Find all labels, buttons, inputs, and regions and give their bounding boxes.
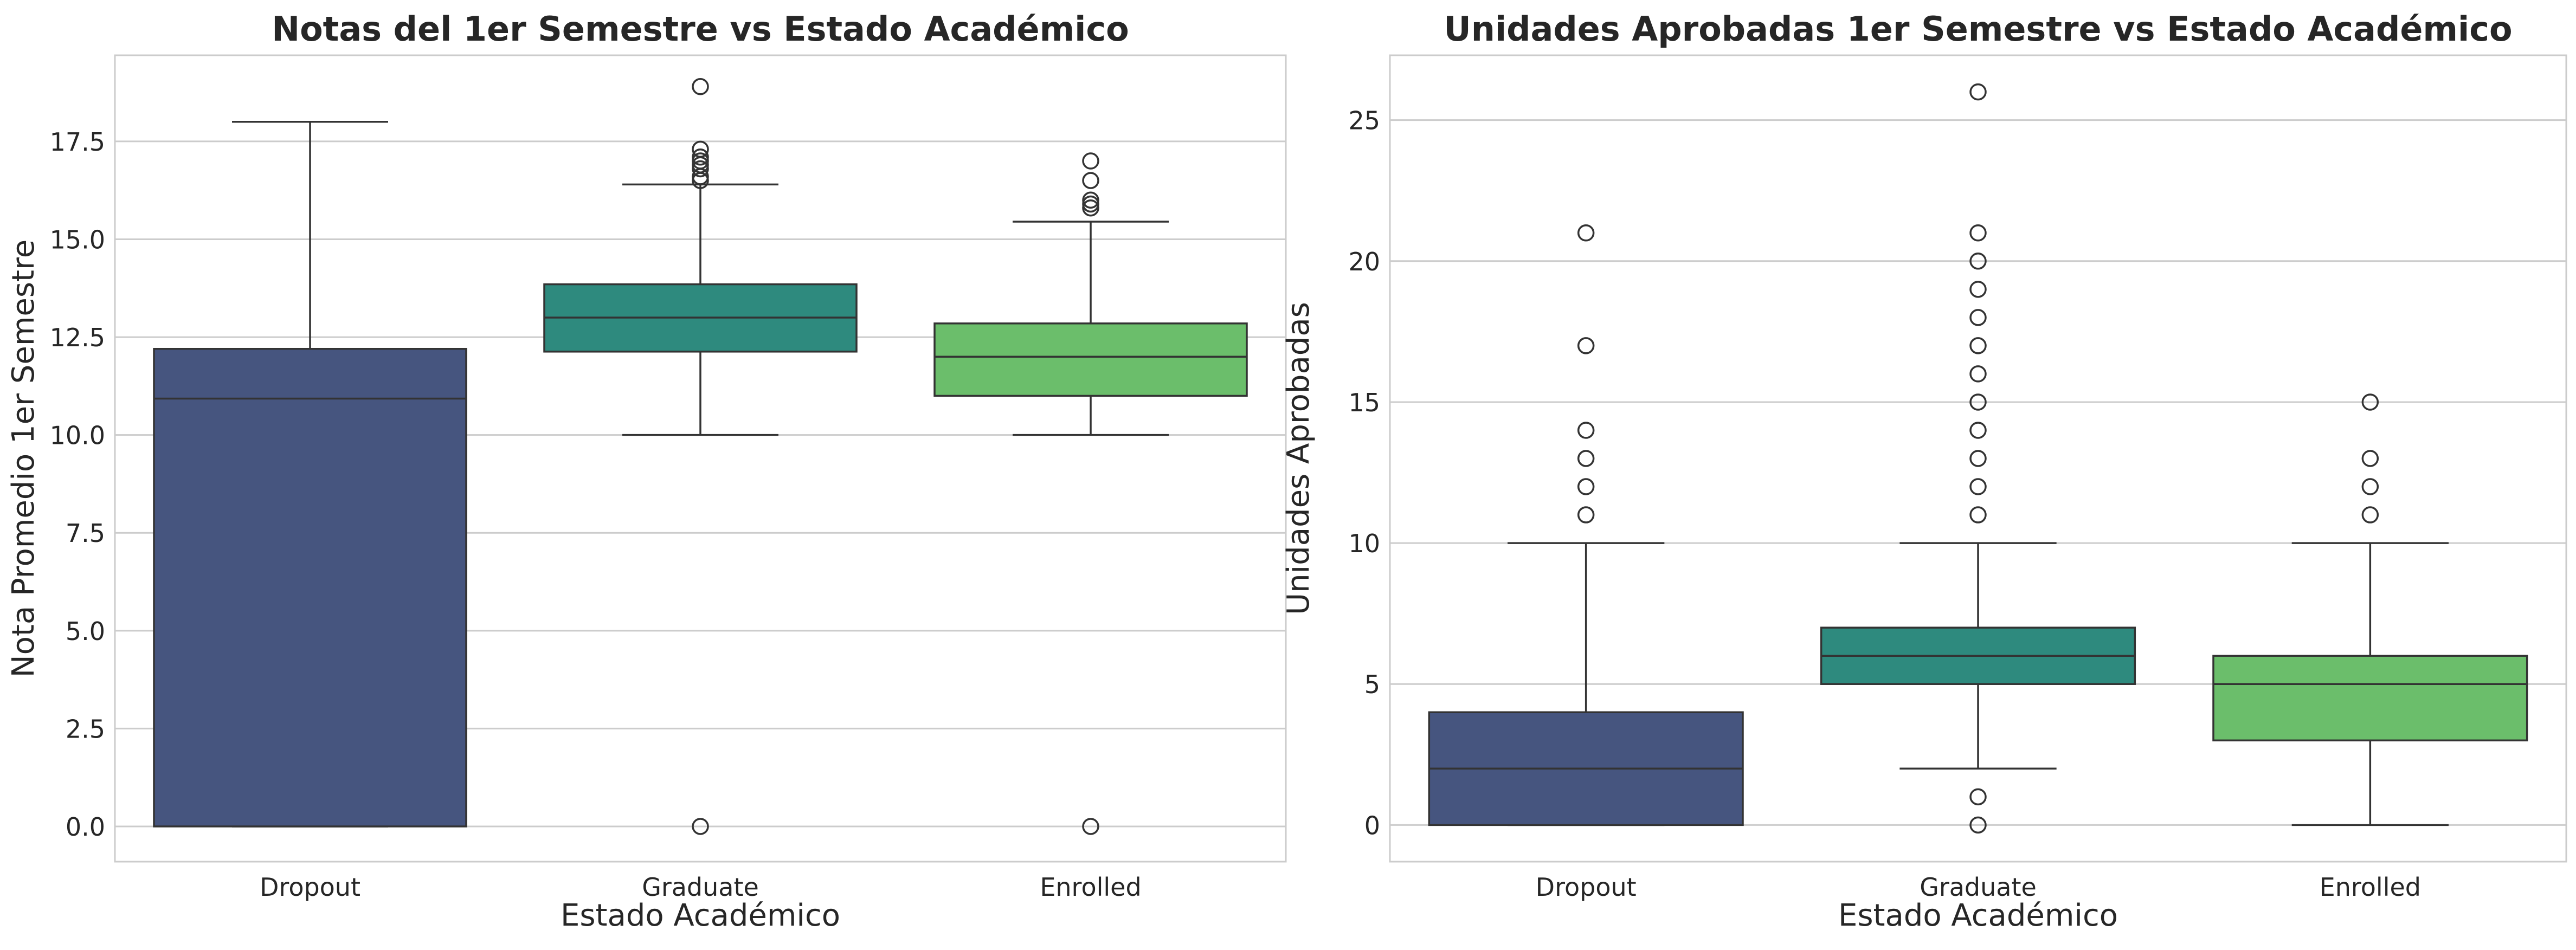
unidades-x-axis-label: Estado Académico: [1838, 898, 2118, 933]
notas-y-tick-label: 0.0: [66, 812, 105, 842]
notas-boxplot-panel: 0.0 2.5 5.0 7.5 10.0 12.5 15.0 17.5 Dropout Gradu…: [6, 9, 1287, 933]
unidades-plot-frame: [1389, 54, 2567, 863]
notas-y-tick-label: 10.0: [50, 421, 105, 450]
unidades-x-tick-label: Enrolled: [2320, 873, 2421, 902]
notas-graduate-outlier-point: [692, 148, 709, 166]
unidades-graduate-outlier-point: [1969, 422, 1987, 439]
notas-enrolled-box-group: [933, 152, 1248, 835]
unidades-graduate-outlier-point: [1969, 365, 1987, 383]
notas-x-tick-label: Enrolled: [1040, 873, 1141, 902]
unidades-y-tick-label: 10: [1348, 529, 1380, 558]
unidades-dropout-box-group: [1428, 224, 1744, 826]
unidades-dropout-outlier-point: [1577, 224, 1595, 242]
unidades-graduate-outlier-point: [1969, 224, 1987, 242]
unidades-y-tick-label: 20: [1348, 247, 1380, 276]
unidades-enrolled-box: [2212, 655, 2528, 742]
notas-y-axis-label: Nota Promedio 1er Semestre: [6, 240, 41, 678]
unidades-graduate-outlier-point: [1969, 478, 1987, 495]
notas-graduate-outlier-point: [692, 818, 709, 835]
unidades-dropout-outlier-point: [1577, 337, 1595, 354]
unidades-graduate-outlier-point: [1969, 393, 1987, 411]
unidades-graduate-outlier-point: [1969, 253, 1987, 270]
unidades-dropout-outlier-point: [1577, 506, 1595, 524]
notas-graduate-outlier-point: [692, 140, 709, 158]
unidades-graduate-outlier-point: [1969, 309, 1987, 326]
notas-dropout-box-group: [153, 121, 467, 828]
notas-enrolled-outlier-point: [1082, 152, 1099, 170]
unidades-dropout-outlier-point: [1577, 422, 1595, 439]
notas-y-tick-label: 5.0: [66, 617, 105, 646]
unidades-graduate-outlier-point: [1969, 506, 1987, 524]
notas-x-axis-label: Estado Académico: [561, 898, 840, 933]
unidades-enrolled-outlier-point: [2361, 478, 2379, 495]
notas-graduate-outlier-point: [692, 152, 709, 170]
notas-enrolled-outlier-point: [1082, 199, 1099, 217]
notas-enrolled-outlier-point: [1082, 195, 1099, 213]
unidades-enrolled-outlier-point: [2361, 450, 2379, 467]
unidades-enrolled-outlier-point: [2361, 393, 2379, 411]
unidades-boxplot-panel: 0 5 10 15 20 25 Dropout Graduate Enrolled Unidad…: [1281, 9, 2567, 933]
unidades-dropout-outlier-point: [1577, 478, 1595, 495]
notas-chart-title: Notas del 1er Semestre vs Estado Académi…: [272, 9, 1129, 49]
notas-y-tick-label: 15.0: [50, 225, 105, 254]
notas-y-tick-label: 12.5: [50, 323, 105, 352]
notas-y-tick-label: 7.5: [66, 519, 105, 548]
notas-graduate-outlier-point: [692, 78, 709, 95]
unidades-dropout-outlier-point: [1577, 450, 1595, 467]
unidades-y-tick-label: 15: [1348, 388, 1380, 417]
notas-enrolled-outlier-point: [1082, 191, 1099, 209]
unidades-enrolled-outlier-point: [2361, 506, 2379, 524]
unidades-graduate-outlier-point: [1969, 816, 1987, 834]
unidades-graduate-outlier-point: [1969, 337, 1987, 354]
notas-x-tick-label: Dropout: [260, 873, 360, 902]
unidades-enrolled-box-group: [2212, 393, 2528, 826]
unidades-y-tick-label: 25: [1348, 106, 1380, 135]
unidades-graduate-outlier-point: [1969, 83, 1987, 101]
unidades-graduate-outlier-point: [1969, 450, 1987, 467]
unidades-y-axis-label: Unidades Aprobadas: [1281, 302, 1316, 615]
notas-y-tick-label: 2.5: [66, 714, 105, 744]
unidades-x-tick-label: Graduate: [1920, 873, 2037, 902]
unidades-y-tick-label: 5: [1364, 670, 1380, 699]
notas-plot-frame: [114, 54, 1287, 863]
notas-enrolled-outlier-point: [1082, 818, 1099, 835]
notas-x-tick-label: Graduate: [642, 873, 759, 902]
unidades-y-tick-label: 0: [1364, 811, 1380, 840]
notas-graduate-box-group: [543, 78, 858, 835]
unidades-graduate-outlier-point: [1969, 281, 1987, 298]
unidades-graduate-outlier-point: [1969, 788, 1987, 806]
unidades-x-tick-label: Dropout: [1536, 873, 1637, 902]
notas-graduate-outlier-point: [692, 160, 709, 178]
unidades-graduate-box-group: [1820, 83, 2136, 834]
notas-enrolled-box: [933, 322, 1248, 397]
notas-y-tick-label: 17.5: [50, 127, 105, 157]
notas-dropout-box: [153, 347, 467, 828]
notas-enrolled-outlier-point: [1082, 172, 1099, 189]
unidades-chart-title: Unidades Aprobadas 1er Semestre vs Estad…: [1444, 9, 2512, 49]
